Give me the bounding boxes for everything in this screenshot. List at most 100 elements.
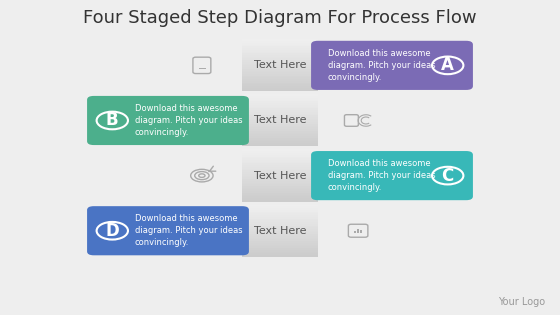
FancyBboxPatch shape — [242, 100, 318, 101]
FancyBboxPatch shape — [242, 55, 318, 57]
FancyBboxPatch shape — [242, 39, 318, 41]
FancyBboxPatch shape — [242, 108, 318, 110]
FancyBboxPatch shape — [242, 101, 318, 103]
Text: A: A — [441, 56, 454, 74]
FancyBboxPatch shape — [242, 103, 318, 105]
FancyBboxPatch shape — [242, 179, 318, 181]
FancyBboxPatch shape — [242, 140, 318, 141]
FancyBboxPatch shape — [242, 124, 318, 126]
FancyBboxPatch shape — [242, 53, 318, 55]
FancyBboxPatch shape — [242, 131, 318, 133]
FancyBboxPatch shape — [242, 205, 318, 207]
FancyBboxPatch shape — [242, 120, 318, 122]
FancyBboxPatch shape — [242, 191, 318, 193]
Text: D: D — [105, 222, 119, 240]
FancyBboxPatch shape — [242, 65, 318, 67]
Polygon shape — [318, 170, 332, 181]
Text: Text Here: Text Here — [254, 171, 306, 180]
FancyBboxPatch shape — [242, 60, 318, 62]
Text: Download this awesome
diagram. Pitch your ideas
convincingly.: Download this awesome diagram. Pitch you… — [328, 49, 436, 82]
FancyBboxPatch shape — [242, 71, 318, 72]
FancyBboxPatch shape — [242, 41, 318, 43]
Circle shape — [96, 222, 128, 239]
FancyBboxPatch shape — [242, 175, 318, 177]
Text: Download this awesome
diagram. Pitch your ideas
convincingly.: Download this awesome diagram. Pitch you… — [328, 159, 436, 192]
FancyBboxPatch shape — [242, 239, 318, 241]
FancyBboxPatch shape — [242, 208, 318, 210]
FancyBboxPatch shape — [242, 67, 318, 69]
FancyBboxPatch shape — [311, 41, 473, 90]
FancyBboxPatch shape — [242, 184, 318, 186]
Text: Your Logo: Your Logo — [498, 297, 545, 307]
FancyBboxPatch shape — [242, 226, 318, 227]
FancyBboxPatch shape — [242, 46, 318, 48]
FancyBboxPatch shape — [242, 119, 318, 121]
FancyBboxPatch shape — [242, 136, 318, 138]
FancyBboxPatch shape — [242, 72, 318, 74]
FancyBboxPatch shape — [242, 217, 318, 219]
FancyBboxPatch shape — [242, 248, 318, 250]
FancyBboxPatch shape — [242, 153, 318, 155]
FancyBboxPatch shape — [242, 193, 318, 195]
FancyBboxPatch shape — [242, 162, 318, 163]
FancyBboxPatch shape — [242, 232, 318, 234]
FancyBboxPatch shape — [242, 129, 318, 131]
FancyBboxPatch shape — [242, 158, 318, 160]
FancyBboxPatch shape — [242, 126, 318, 128]
FancyBboxPatch shape — [242, 134, 318, 136]
Text: B: B — [106, 112, 119, 129]
FancyBboxPatch shape — [242, 64, 318, 66]
FancyBboxPatch shape — [242, 198, 318, 200]
FancyBboxPatch shape — [242, 112, 318, 114]
FancyBboxPatch shape — [242, 127, 318, 129]
FancyBboxPatch shape — [242, 110, 318, 112]
FancyBboxPatch shape — [242, 145, 318, 146]
FancyBboxPatch shape — [87, 96, 249, 145]
FancyBboxPatch shape — [242, 58, 318, 60]
FancyBboxPatch shape — [242, 88, 318, 90]
FancyBboxPatch shape — [242, 117, 318, 119]
FancyBboxPatch shape — [242, 51, 318, 53]
FancyBboxPatch shape — [242, 83, 318, 84]
FancyBboxPatch shape — [242, 98, 318, 100]
FancyBboxPatch shape — [242, 155, 318, 157]
FancyBboxPatch shape — [242, 186, 318, 188]
FancyBboxPatch shape — [242, 182, 318, 184]
FancyBboxPatch shape — [242, 206, 318, 208]
FancyBboxPatch shape — [242, 69, 318, 71]
FancyBboxPatch shape — [242, 172, 318, 174]
FancyBboxPatch shape — [242, 44, 318, 46]
FancyBboxPatch shape — [357, 229, 359, 233]
FancyBboxPatch shape — [242, 57, 318, 59]
FancyBboxPatch shape — [242, 229, 318, 231]
Text: Four Staged Step Diagram For Process Flow: Four Staged Step Diagram For Process Flo… — [83, 9, 477, 27]
FancyBboxPatch shape — [242, 255, 318, 257]
FancyBboxPatch shape — [242, 215, 318, 217]
FancyBboxPatch shape — [242, 89, 318, 91]
Text: C: C — [442, 167, 454, 185]
FancyBboxPatch shape — [87, 206, 249, 255]
FancyBboxPatch shape — [242, 189, 318, 191]
FancyBboxPatch shape — [242, 115, 318, 117]
FancyBboxPatch shape — [354, 231, 356, 233]
FancyBboxPatch shape — [242, 167, 318, 169]
FancyBboxPatch shape — [242, 106, 318, 108]
FancyBboxPatch shape — [242, 195, 318, 197]
FancyBboxPatch shape — [242, 77, 318, 79]
FancyBboxPatch shape — [242, 157, 318, 158]
FancyBboxPatch shape — [242, 143, 318, 145]
FancyBboxPatch shape — [242, 151, 318, 153]
Circle shape — [432, 57, 463, 74]
FancyBboxPatch shape — [242, 227, 318, 229]
Polygon shape — [228, 226, 242, 236]
Text: Text Here: Text Here — [254, 60, 306, 70]
FancyBboxPatch shape — [242, 105, 318, 106]
FancyBboxPatch shape — [242, 174, 318, 176]
FancyBboxPatch shape — [242, 48, 318, 50]
FancyBboxPatch shape — [242, 79, 318, 81]
FancyBboxPatch shape — [242, 219, 318, 220]
FancyBboxPatch shape — [242, 165, 318, 167]
FancyBboxPatch shape — [242, 43, 318, 44]
FancyBboxPatch shape — [242, 122, 318, 124]
FancyBboxPatch shape — [242, 224, 318, 226]
